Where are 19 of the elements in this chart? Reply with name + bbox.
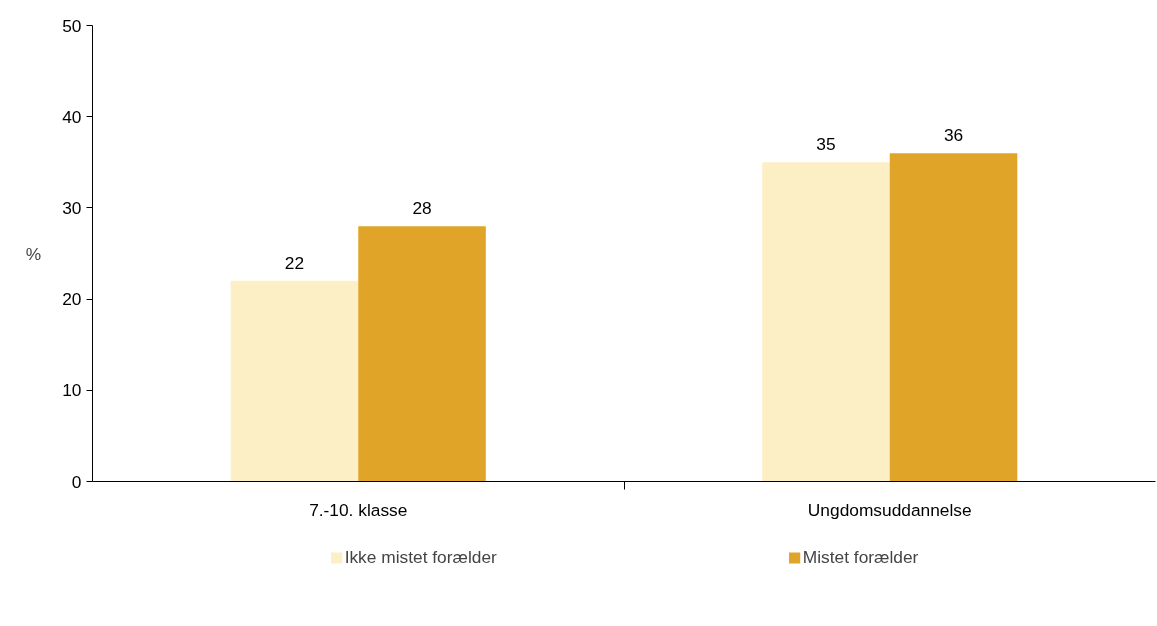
bar bbox=[358, 226, 486, 482]
y-tick-label: 50 bbox=[62, 15, 82, 36]
y-tick-label: 10 bbox=[62, 380, 82, 401]
bar bbox=[889, 153, 1018, 482]
y-axis-title: % bbox=[25, 243, 42, 264]
y-tick-label: 20 bbox=[62, 289, 82, 310]
y-tick-label: 30 bbox=[62, 197, 82, 218]
data-label: 36 bbox=[943, 125, 964, 146]
y-tick-label: 0 bbox=[71, 471, 82, 492]
bar bbox=[762, 162, 890, 482]
data-label: 28 bbox=[412, 198, 432, 219]
y-tick-label: 40 bbox=[62, 106, 82, 127]
legend-label: Mistet forælder bbox=[802, 546, 919, 568]
x-tick-label: Ungdomsuddannelse bbox=[807, 499, 972, 520]
x-tick-label: 7.-10. klasse bbox=[309, 499, 408, 520]
legend-label: Ikke mistet forælder bbox=[344, 546, 497, 568]
data-label: 22 bbox=[284, 252, 305, 273]
data-label: 35 bbox=[816, 134, 836, 155]
bar bbox=[230, 280, 359, 482]
